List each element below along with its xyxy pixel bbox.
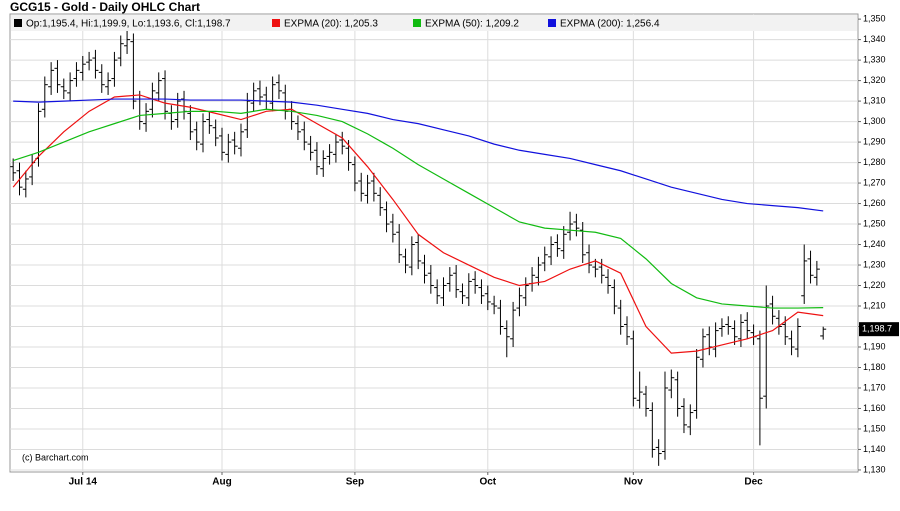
- last-price-label: 1,198.7: [862, 324, 892, 334]
- y-tick-label: 1,140: [863, 444, 886, 454]
- y-tick-label: 1,150: [863, 423, 886, 433]
- y-tick-label: 1,250: [863, 218, 886, 228]
- legend-swatch: [14, 19, 22, 27]
- y-tick-label: 1,330: [863, 54, 886, 64]
- watermark: (c) Barchart.com: [22, 452, 89, 462]
- y-tick-label: 1,290: [863, 136, 886, 146]
- y-tick-label: 1,180: [863, 362, 886, 372]
- y-tick-label: 1,300: [863, 116, 886, 126]
- y-tick-label: 1,350: [863, 13, 886, 23]
- y-tick-label: 1,230: [863, 259, 886, 269]
- marks: [10, 29, 827, 466]
- x-tick-label: Dec: [744, 477, 763, 488]
- legend-label: EXPMA (200): 1,256.4: [560, 19, 660, 30]
- y-tick-label: 1,340: [863, 34, 886, 44]
- plot-area: [9, 13, 859, 473]
- y-tick-label: 1,160: [863, 403, 886, 413]
- ema-line: [13, 98, 824, 212]
- x-tick-label: Nov: [624, 477, 643, 488]
- legend-label: EXPMA (50): 1,209.2: [425, 19, 519, 30]
- y-tick-label: 1,320: [863, 75, 886, 85]
- y-tick-label: 1,130: [863, 464, 886, 474]
- legend-swatch: [272, 19, 280, 27]
- x-tick-label: Oct: [479, 477, 496, 488]
- x-tick-label: Jul 14: [69, 477, 98, 488]
- legend-label: Op:1,195.4, Hi:1,199.9, Lo:1,193.6, Cl:1…: [26, 19, 231, 30]
- ema-line: [12, 94, 824, 354]
- y-tick-label: 1,270: [863, 177, 886, 187]
- grid: [10, 14, 858, 472]
- y-tick-label: 1,170: [863, 382, 886, 392]
- legend-swatch: [413, 19, 421, 27]
- y-tick-label: 1,240: [863, 239, 886, 249]
- x-tick-label: Sep: [346, 477, 364, 488]
- legend-label: EXPMA (20): 1,205.3: [284, 19, 378, 30]
- legend-swatch: [548, 19, 556, 27]
- y-tick-label: 1,220: [863, 280, 886, 290]
- ema-line: [12, 108, 824, 309]
- last-price-box: [859, 322, 899, 337]
- chart-title: GCG15 - Gold - Daily OHLC Chart: [10, 0, 200, 14]
- x-tick-label: Aug: [212, 477, 231, 488]
- legend-bar: [11, 15, 857, 31]
- y-tick-label: 1,280: [863, 157, 886, 167]
- y-tick-label: 1,190: [863, 341, 886, 351]
- y-tick-label: 1,260: [863, 198, 886, 208]
- y-tick-label: 1,310: [863, 95, 886, 105]
- y-tick-label: 1,210: [863, 300, 886, 310]
